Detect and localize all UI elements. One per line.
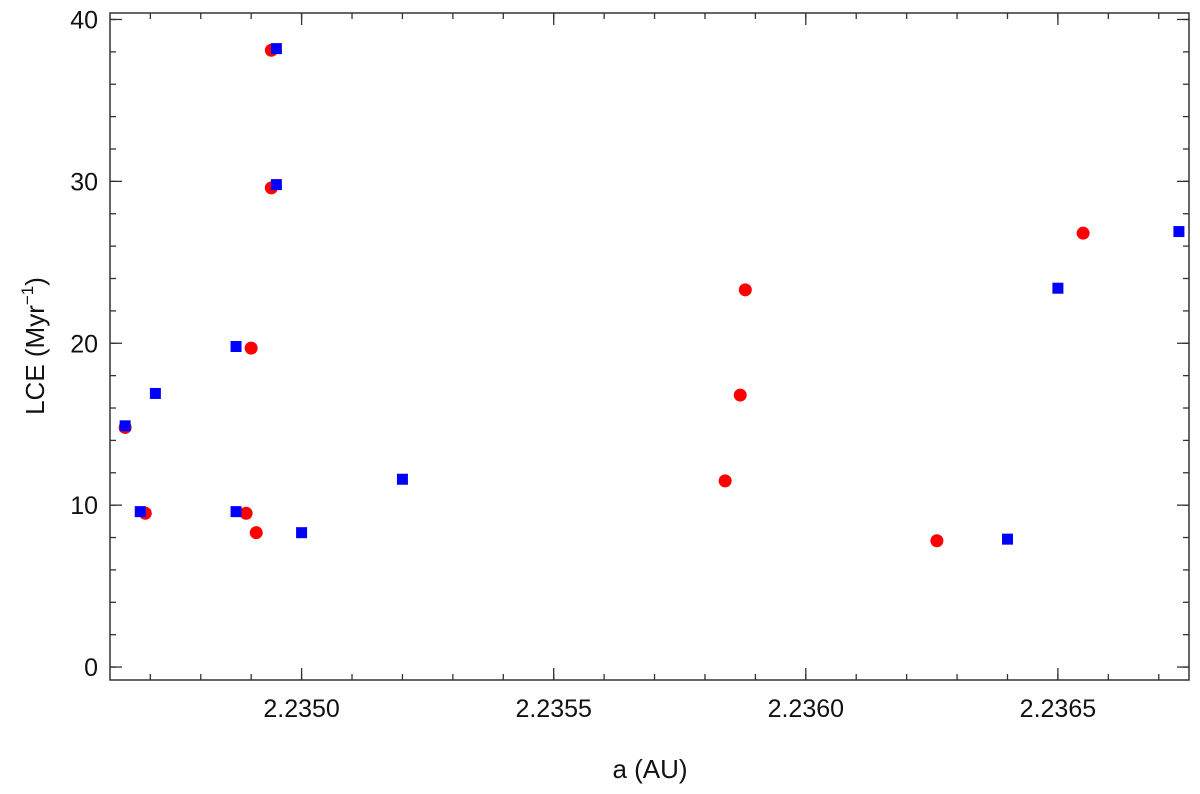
y-tick-label: 30 (70, 168, 98, 196)
square-point (1173, 226, 1185, 238)
circle-point (718, 474, 732, 488)
square-point (119, 420, 131, 432)
circle-point (930, 534, 944, 548)
y-axis-label-superscript: −1 (18, 286, 37, 305)
square-point (1052, 282, 1064, 294)
plot-frame (109, 12, 1190, 681)
square-point (270, 179, 282, 191)
x-axis-label: a (AU) (612, 754, 687, 784)
x-tick-label: 2.2355 (515, 695, 591, 723)
y-axis-label-base: LCE (Myr (20, 305, 50, 415)
circle-point (239, 506, 253, 520)
x-tick-label: 2.2360 (768, 695, 844, 723)
square-point (230, 341, 242, 352)
data-points (118, 43, 1185, 548)
square-point (296, 527, 308, 539)
circle-point (733, 388, 747, 402)
square-point (149, 387, 161, 399)
square-point (230, 506, 242, 518)
square-point (1001, 533, 1013, 545)
y-axis-label: LCE (Myr−1) (18, 277, 50, 415)
square-point (134, 506, 146, 518)
y-tick-label: 0 (84, 654, 98, 682)
y-tick-label: 20 (70, 330, 98, 358)
circle-point (1076, 226, 1090, 240)
square-point (396, 473, 408, 485)
y-tick-label: 10 (70, 492, 98, 520)
y-axis-label-end: ) (20, 277, 50, 286)
circle-point (249, 526, 263, 540)
x-tick-label: 2.2365 (1020, 695, 1096, 723)
x-tick-label: 2.2350 (263, 695, 339, 723)
square-point (270, 43, 282, 55)
axis-ticks: 2.2350 2.2355 2.2360 2.2365 0 10 20 30 40 (70, 6, 1189, 723)
y-tick-label: 40 (70, 6, 98, 34)
circle-point (738, 283, 752, 297)
circle-point (244, 341, 258, 355)
